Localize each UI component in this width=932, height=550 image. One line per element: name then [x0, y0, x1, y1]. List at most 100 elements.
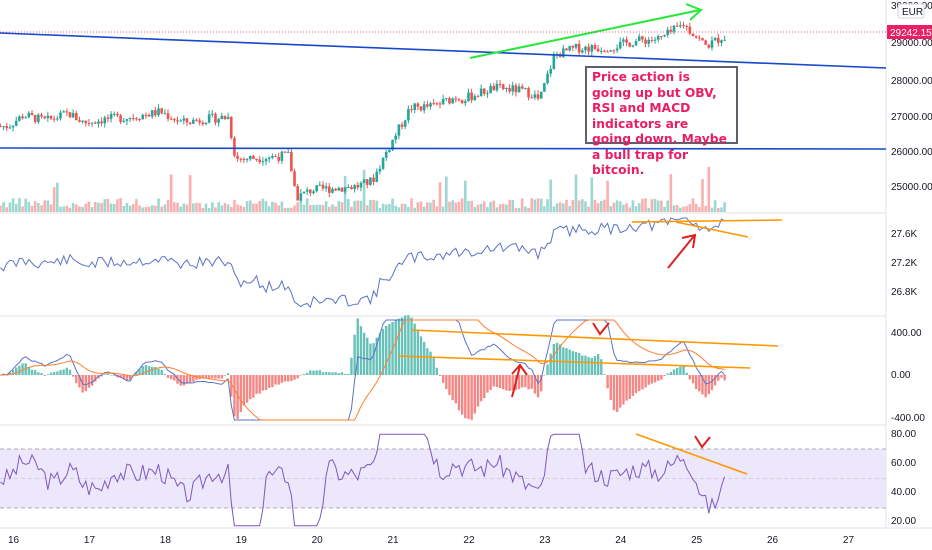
candle-body [593, 45, 597, 49]
volume-bar [562, 203, 565, 212]
candle-body [192, 119, 195, 124]
obv-divergence-lines[interactable] [631, 219, 783, 238]
candle-body [653, 39, 657, 41]
annotation-note[interactable]: Price action is going up but OBV, RSI an… [585, 66, 738, 177]
macd-histogram-bar [416, 330, 420, 375]
candle-body [574, 43, 578, 48]
volume-bar [688, 204, 692, 212]
candle-body [388, 149, 391, 152]
volume-bar [394, 205, 398, 212]
volume-bar [52, 187, 56, 212]
rsi-red-arrow-down[interactable] [694, 435, 711, 449]
volume-bar [81, 206, 84, 212]
macd-red-arrow-up[interactable] [511, 363, 528, 398]
macd-histogram-bar [527, 375, 530, 390]
price-axis[interactable]: 30000.00 29000.00 28000.00 27000.00 2600… [887, 1, 932, 193]
candle-body [264, 159, 268, 162]
candle-body [30, 113, 34, 115]
macd-histogram-bar [264, 375, 268, 391]
macd-histogram-bar [299, 375, 303, 376]
macd-histogram-bar [87, 375, 91, 388]
rsi-axis[interactable]: 80.00 60.00 40.00 20.00 [891, 429, 916, 527]
candle-body [596, 48, 600, 52]
volume-bar [514, 207, 518, 212]
candle-body [482, 88, 486, 94]
candle-body [81, 120, 84, 122]
candle-body [103, 117, 107, 124]
volume-bar [201, 207, 205, 212]
macd-histogram-bar [451, 375, 454, 401]
volume-bar [454, 202, 458, 212]
support-trendline-lower[interactable] [0, 147, 887, 150]
volume-bar [356, 200, 360, 212]
volume-bar [495, 207, 499, 212]
volume-bar [679, 207, 682, 212]
candle-body [524, 88, 527, 90]
candle-body [539, 91, 543, 99]
macd-histogram-bar [340, 372, 344, 375]
volume-bar [675, 204, 679, 212]
candle-body [198, 120, 201, 123]
candle-body [359, 182, 363, 188]
macd-histogram-bar [65, 367, 69, 375]
macd-pane [0, 315, 726, 421]
drawing-annotations[interactable] [0, 3, 887, 475]
volume-bar [84, 203, 88, 212]
volume-bar [618, 201, 622, 212]
candle-body [11, 125, 15, 128]
obv-axis[interactable]: 27.6K 27.2K 26.8K [891, 229, 917, 298]
currency-badge[interactable]: EUR [897, 3, 925, 19]
candle-body [625, 39, 628, 43]
macd-red-arrow-down[interactable] [592, 322, 610, 336]
macd-divergence-lines[interactable] [397, 329, 779, 369]
candle-body [154, 110, 157, 116]
macd-histogram-bar [185, 375, 189, 384]
macd-axis[interactable]: 400.00 0.00 -400.00 [891, 328, 925, 424]
candle-body [56, 118, 59, 120]
macd-histogram-bar [109, 374, 113, 376]
macd-histogram-bar [606, 375, 609, 389]
candle-body [394, 135, 398, 140]
volume-bar [255, 203, 258, 212]
macd-histogram-bar [723, 375, 726, 381]
macd-histogram-bar [15, 367, 18, 375]
candle-body [122, 120, 126, 123]
time-axis[interactable]: 16 17 18 19 20 21 22 23 24 25 26 27 [8, 535, 854, 546]
candle-body [663, 35, 666, 37]
time-tick: 19 [236, 535, 248, 546]
candle-body [226, 116, 230, 120]
obv-red-arrow[interactable] [667, 233, 697, 269]
candle-body [407, 108, 410, 121]
time-tick: 22 [463, 535, 475, 546]
volume-bar [182, 203, 186, 212]
candle-body [713, 37, 717, 41]
candle-body [18, 116, 21, 121]
volume-bar [242, 206, 246, 212]
volume-bar [173, 202, 176, 212]
volume-bar [666, 200, 669, 212]
volume-bar [103, 199, 107, 212]
macd-histogram-bar [366, 337, 369, 375]
candle-body [365, 179, 369, 185]
rsi-divergence-line[interactable] [635, 433, 748, 475]
macd-histogram-bar [75, 375, 78, 384]
volume-bar [587, 206, 590, 212]
candle-body [309, 189, 312, 194]
macd-histogram-bar [113, 375, 116, 376]
macd-histogram-bar [125, 375, 129, 381]
macd-histogram-bar [558, 344, 562, 375]
macd-histogram-bar [644, 375, 647, 388]
candle-body [280, 151, 284, 161]
macd-histogram-bar [536, 375, 540, 398]
price-up-arrow[interactable] [469, 3, 703, 59]
support-trendline-upper[interactable] [0, 32, 887, 69]
macd-histogram-bar [135, 371, 138, 375]
macd-histogram-bar [625, 375, 628, 401]
volume-bar [97, 202, 100, 212]
macd-histogram-bar [122, 375, 125, 380]
macd-histogram-bar [90, 375, 94, 386]
volume-bar [337, 201, 341, 212]
macd-histogram-bar [309, 370, 312, 375]
volume-bar [280, 201, 284, 212]
